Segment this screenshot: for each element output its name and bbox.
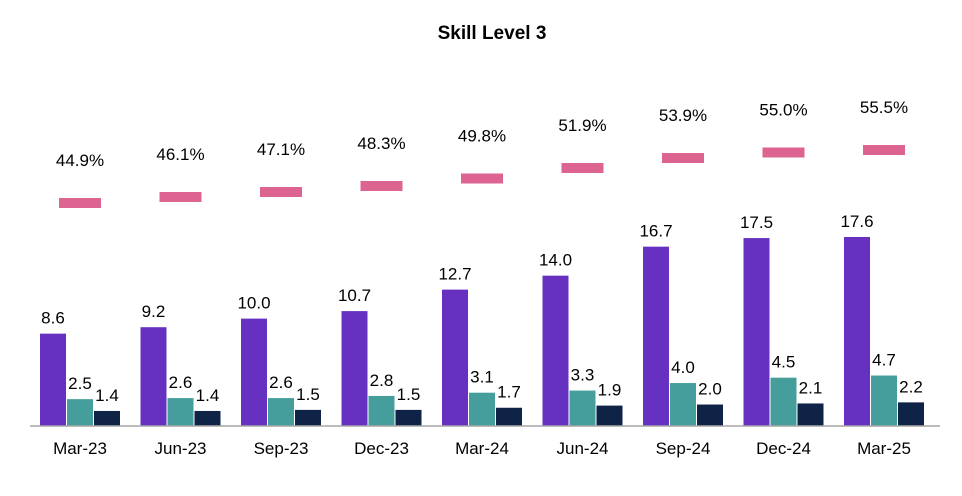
- data-label-s3-dec-23: 1.5: [397, 385, 421, 404]
- bar-s1-sep-24: [643, 246, 669, 426]
- data-label-s2-mar-23: 2.5: [68, 374, 92, 393]
- x-tick-label-dec-23: Dec-23: [354, 439, 409, 458]
- data-label-s1-mar-25: 17.6: [840, 212, 873, 231]
- data-label-s2-jun-23: 2.6: [169, 373, 193, 392]
- data-label-s3-mar-24: 1.7: [497, 383, 521, 402]
- bar-s3-sep-24: [697, 404, 723, 426]
- bar-s3-sep-23: [295, 409, 321, 426]
- marker-mar-23: [59, 198, 101, 208]
- bar-s2-dec-23: [368, 395, 395, 426]
- bar-s2-mar-23: [67, 399, 93, 426]
- marker-label-jun-23: 46.1%: [156, 145, 204, 164]
- marker-label-jun-24: 51.9%: [558, 116, 606, 135]
- bar-s3-jun-24: [596, 405, 623, 426]
- bar-s2-sep-23: [268, 398, 294, 426]
- marker-mar-24: [461, 173, 503, 184]
- bar-s1-mar-24: [442, 289, 468, 426]
- bar-s3-dec-23: [395, 409, 422, 426]
- bar-s3-mar-24: [496, 407, 522, 426]
- x-tick-label-dec-24: Dec-24: [756, 439, 811, 458]
- data-label-s3-sep-23: 1.5: [296, 385, 320, 404]
- bar-s1-jun-23: [140, 327, 167, 426]
- bar-s1-dec-24: [743, 238, 770, 426]
- x-axis-ticks: Mar-23 Jun-23 Sep-23 Dec-23 Mar-24 Jun-24 Sep-…: [53, 439, 911, 458]
- data-label-s1-jun-24: 14.0: [539, 251, 572, 270]
- x-tick-label-mar-25: Mar-25: [857, 439, 911, 458]
- bar-s2-mar-24: [469, 392, 495, 426]
- data-label-s3-jun-23: 1.4: [196, 386, 220, 405]
- data-label-s3-mar-25: 2.2: [899, 377, 923, 396]
- x-tick-label-jun-23: Jun-23: [155, 439, 207, 458]
- bar-s1-jun-24: [542, 275, 569, 426]
- data-label-s1-sep-24: 16.7: [639, 222, 672, 241]
- data-label-s2-dec-23: 2.8: [370, 371, 394, 390]
- marker-label-dec-24: 55.0%: [759, 101, 807, 120]
- bar-s3-jun-23: [194, 410, 221, 426]
- data-label-s2-sep-24: 4.0: [671, 358, 695, 377]
- data-label-layer: 8.62.51.444.9%9.22.61.446.1%10.02.61.547…: [41, 98, 923, 405]
- marker-sep-23: [260, 187, 302, 197]
- data-label-s3-sep-24: 2.0: [698, 380, 722, 399]
- bar-s1-dec-23: [341, 311, 368, 426]
- marker-label-mar-25: 55.5%: [860, 98, 908, 117]
- x-tick-label-sep-24: Sep-24: [656, 439, 711, 458]
- data-label-s1-sep-23: 10.0: [237, 294, 270, 313]
- bar-s3-mar-23: [94, 410, 120, 426]
- marker-sep-24: [662, 153, 704, 163]
- data-label-s2-mar-24: 3.1: [470, 368, 494, 387]
- marker-mar-25: [863, 145, 905, 155]
- marker-jun-24: [561, 163, 604, 173]
- data-label-s1-jun-23: 9.2: [142, 302, 166, 321]
- bar-layer: [40, 237, 924, 426]
- x-tick-label-mar-23: Mar-23: [53, 439, 107, 458]
- marker-label-mar-24: 49.8%: [458, 127, 506, 146]
- data-label-s1-dec-24: 17.5: [740, 213, 773, 232]
- bar-s3-dec-24: [797, 403, 824, 426]
- data-label-s2-dec-24: 4.5: [772, 353, 796, 372]
- bar-s2-dec-24: [770, 377, 797, 426]
- x-tick-label-jun-24: Jun-24: [557, 439, 609, 458]
- bar-s2-sep-24: [670, 383, 696, 426]
- marker-layer: [59, 145, 905, 208]
- bar-s2-jun-23: [167, 398, 194, 426]
- x-tick-label-mar-24: Mar-24: [455, 439, 509, 458]
- x-tick-label-sep-23: Sep-23: [254, 439, 309, 458]
- bar-s1-sep-23: [241, 318, 267, 426]
- bar-s1-mar-25: [844, 237, 870, 426]
- data-label-s3-mar-23: 1.4: [95, 386, 119, 405]
- bar-s1-mar-23: [40, 333, 66, 426]
- marker-label-dec-23: 48.3%: [357, 134, 405, 153]
- data-label-s2-jun-24: 3.3: [571, 366, 595, 385]
- data-label-s3-jun-24: 1.9: [598, 381, 622, 400]
- marker-label-mar-23: 44.9%: [56, 151, 104, 170]
- bar-s2-jun-24: [569, 390, 596, 426]
- data-label-s2-sep-23: 2.6: [269, 373, 293, 392]
- chart-title: Skill Level 3: [438, 23, 547, 44]
- marker-dec-23: [360, 181, 403, 191]
- data-label-s1-mar-23: 8.6: [41, 309, 65, 328]
- bar-s3-mar-25: [898, 402, 924, 426]
- data-label-s1-dec-23: 10.7: [338, 286, 371, 305]
- data-label-s3-dec-24: 2.1: [799, 378, 823, 397]
- bar-s2-mar-25: [871, 375, 897, 426]
- data-label-s2-mar-25: 4.7: [872, 351, 896, 370]
- marker-dec-24: [762, 147, 805, 158]
- marker-label-sep-24: 53.9%: [659, 106, 707, 125]
- data-label-s1-mar-24: 12.7: [438, 265, 471, 284]
- marker-jun-23: [159, 192, 202, 202]
- marker-label-sep-23: 47.1%: [257, 140, 305, 159]
